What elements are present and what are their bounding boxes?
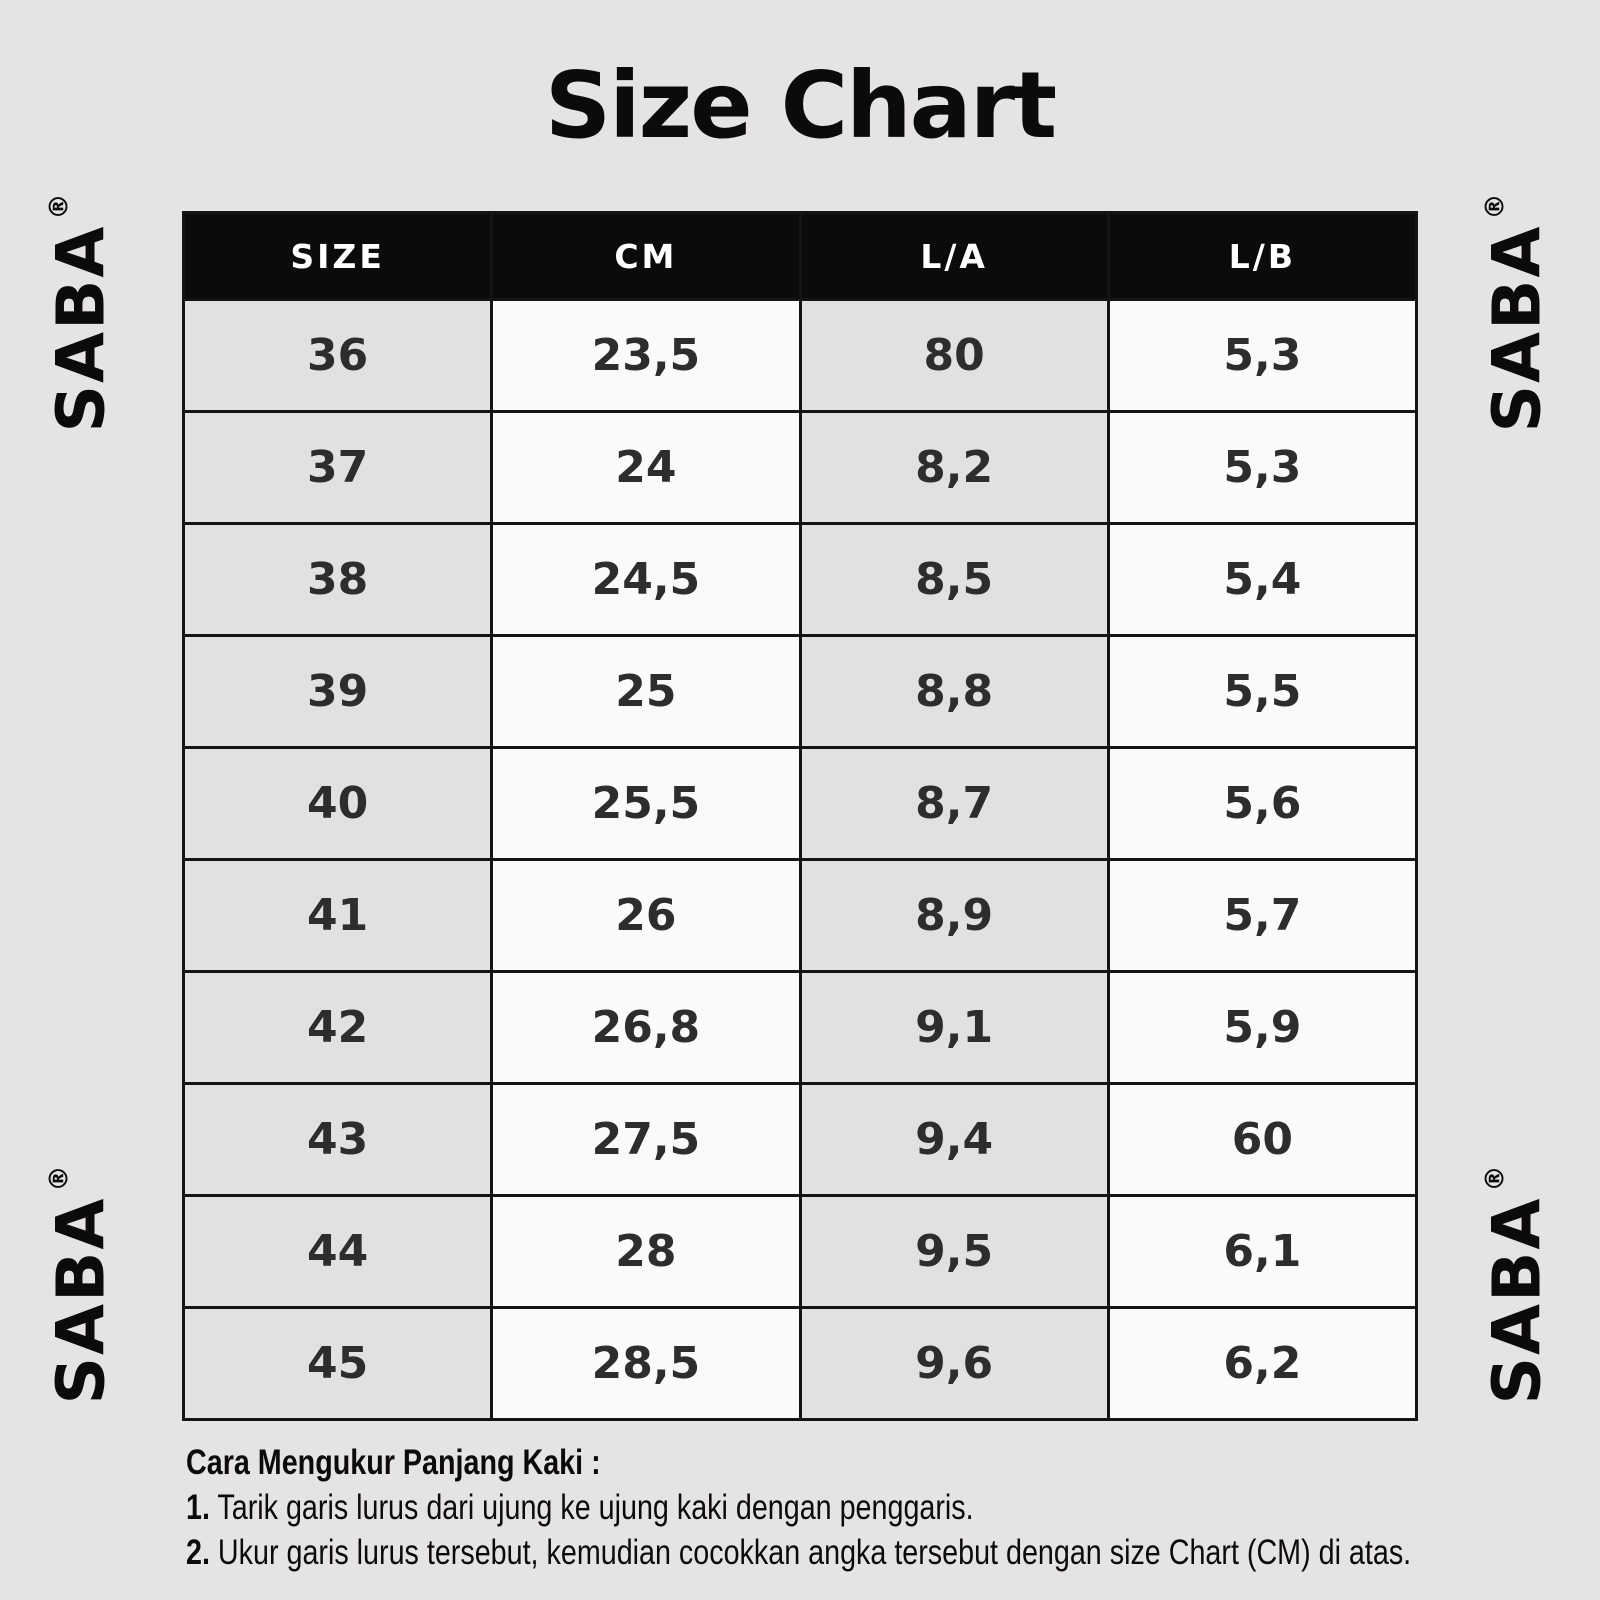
size-table: SIZE CM L/A L/B 36 23,5 80 5,3 37 24 8,2… (181, 211, 1419, 1421)
page-title: Size Chart (544, 52, 1057, 159)
cell-size: 40 (181, 746, 494, 861)
col-header-size: SIZE (181, 211, 494, 301)
cell-la: 9,5 (798, 1194, 1110, 1309)
cell-la: 9,6 (798, 1306, 1110, 1421)
cell-la: 8,8 (798, 634, 1110, 749)
brand-name: SABA (42, 224, 120, 433)
cell-la: 8,5 (798, 522, 1110, 637)
cell-lb: 5,3 (1106, 410, 1419, 525)
registered-trademark-icon: ® (44, 193, 75, 220)
registered-trademark-icon: ® (44, 1165, 75, 1192)
cell-size: 37 (181, 410, 494, 525)
cell-cm: 25 (490, 634, 802, 749)
cell-cm: 26 (490, 858, 802, 973)
cell-la: 8,2 (798, 410, 1110, 525)
col-header-cm: CM (490, 211, 802, 301)
cell-lb: 5,5 (1106, 634, 1419, 749)
size-row-39: 39 25 8,8 5,5 (181, 634, 1419, 749)
cell-size: 43 (181, 1082, 494, 1197)
registered-trademark-icon: ® (1480, 1165, 1511, 1192)
step-text: Ukur garis lurus tersebut, kemudian coco… (217, 1533, 1412, 1572)
step-number: 1. (186, 1488, 210, 1527)
cell-la: 8,9 (798, 858, 1110, 973)
brand-logo-bottom-left: SABA ® (43, 1166, 120, 1405)
cell-la: 9,1 (798, 970, 1110, 1085)
cell-cm: 28 (490, 1194, 802, 1309)
size-row-41: 41 26 8,9 5,7 (181, 858, 1419, 973)
size-row-40: 40 25,5 8,7 5,6 (181, 746, 1419, 861)
brand-logo-top-right: SABA ® (1479, 194, 1556, 433)
size-row-45: 45 28,5 9,6 6,2 (181, 1306, 1419, 1421)
cell-lb: 5,9 (1106, 970, 1419, 1085)
cell-size: 45 (181, 1306, 494, 1421)
cell-cm: 24,5 (490, 522, 802, 637)
cell-lb: 60 (1106, 1082, 1419, 1197)
size-row-36: 36 23,5 80 5,3 (181, 298, 1419, 413)
size-table-header: SIZE CM L/A L/B (181, 211, 1419, 301)
brand-name: SABA (1478, 224, 1556, 433)
cell-size: 44 (181, 1194, 494, 1309)
cell-size: 36 (181, 298, 494, 413)
cell-cm: 28,5 (490, 1306, 802, 1421)
col-header-lb: L/B (1106, 211, 1419, 301)
cell-size: 42 (181, 970, 494, 1085)
measure-instructions: Cara Mengukur Panjang Kaki : 1. Tarik ga… (186, 1440, 1465, 1575)
header-row: SIZE CM L/A L/B (181, 211, 1419, 301)
instructions-heading: Cara Mengukur Panjang Kaki : (186, 1443, 601, 1482)
brand-name: SABA (1478, 1196, 1556, 1405)
size-table-body: 36 23,5 80 5,3 37 24 8,2 5,3 38 24,5 8,5… (181, 298, 1419, 1421)
cell-cm: 26,8 (490, 970, 802, 1085)
cell-la: 80 (798, 298, 1110, 413)
instruction-step-2: 2. Ukur garis lurus tersebut, kemudian c… (186, 1530, 1465, 1575)
cell-size: 38 (181, 522, 494, 637)
cell-lb: 6,2 (1106, 1306, 1419, 1421)
cell-la: 8,7 (798, 746, 1110, 861)
cell-lb: 5,7 (1106, 858, 1419, 973)
cell-lb: 5,4 (1106, 522, 1419, 637)
brand-name: SABA (42, 1196, 120, 1405)
step-number: 2. (186, 1533, 210, 1572)
step-text: Tarik garis lurus dari ujung ke ujung ka… (217, 1488, 974, 1527)
instruction-step-1: 1. Tarik garis lurus dari ujung ke ujung… (186, 1485, 1465, 1530)
cell-size: 41 (181, 858, 494, 973)
cell-cm: 24 (490, 410, 802, 525)
col-header-la: L/A (798, 211, 1110, 301)
cell-cm: 27,5 (490, 1082, 802, 1197)
cell-lb: 6,1 (1106, 1194, 1419, 1309)
size-row-38: 38 24,5 8,5 5,4 (181, 522, 1419, 637)
brand-logo-bottom-right: SABA ® (1479, 1166, 1556, 1405)
cell-la: 9,4 (798, 1082, 1110, 1197)
cell-cm: 23,5 (490, 298, 802, 413)
brand-logo-top-left: SABA ® (43, 194, 120, 433)
size-row-42: 42 26,8 9,1 5,9 (181, 970, 1419, 1085)
cell-lb: 5,3 (1106, 298, 1419, 413)
size-row-37: 37 24 8,2 5,3 (181, 410, 1419, 525)
size-row-44: 44 28 9,5 6,1 (181, 1194, 1419, 1309)
cell-cm: 25,5 (490, 746, 802, 861)
registered-trademark-icon: ® (1480, 193, 1511, 220)
size-row-43: 43 27,5 9,4 60 (181, 1082, 1419, 1197)
cell-size: 39 (181, 634, 494, 749)
cell-lb: 5,6 (1106, 746, 1419, 861)
